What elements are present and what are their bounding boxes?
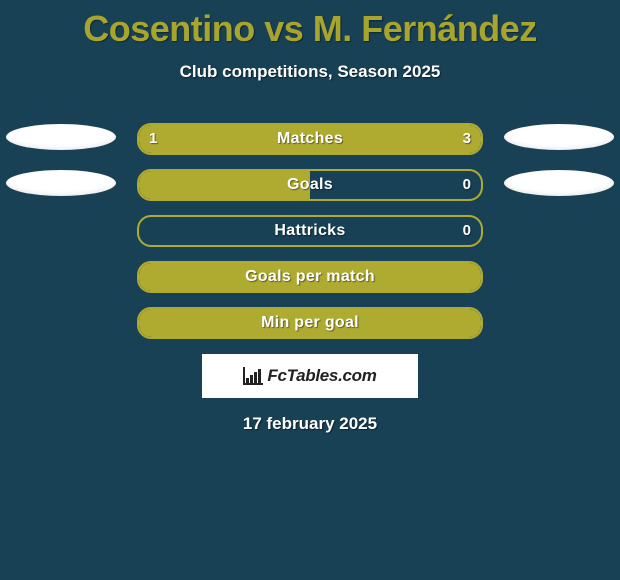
stat-bar-track: 0Goals (137, 169, 483, 201)
stat-bar-track: 0Hattricks (137, 215, 483, 247)
stat-bar-track: Goals per match (137, 261, 483, 293)
stat-row: Goals per match (0, 252, 620, 298)
chart-icon (243, 367, 263, 385)
player-left-ellipse (6, 170, 116, 196)
stat-label: Matches (139, 125, 481, 153)
player-right-ellipse (504, 124, 614, 150)
infographic-h2h: Cosentino vs M. Fernández Club competiti… (0, 0, 620, 580)
stat-row: Min per goal (0, 298, 620, 344)
player-right-ellipse (504, 170, 614, 196)
page-title: Cosentino vs M. Fernández (0, 0, 620, 50)
stat-row: 13Matches (0, 114, 620, 160)
stat-label: Goals (139, 171, 481, 199)
date-line: 17 february 2025 (0, 414, 620, 434)
comparison-bars: 13Matches 0Goals 0Hattricks Goals per match… (0, 114, 620, 344)
stat-bar-track: 13Matches (137, 123, 483, 155)
stat-label: Goals per match (139, 263, 481, 291)
stat-label: Min per goal (139, 309, 481, 337)
stat-row: 0Hattricks (0, 206, 620, 252)
player-left-ellipse (6, 124, 116, 150)
brand-logo: FcTables.com (202, 354, 418, 398)
brand-text: FcTables.com (267, 366, 376, 386)
stat-label: Hattricks (139, 217, 481, 245)
stat-bar-track: Min per goal (137, 307, 483, 339)
subtitle: Club competitions, Season 2025 (0, 62, 620, 82)
stat-row: 0Goals (0, 160, 620, 206)
